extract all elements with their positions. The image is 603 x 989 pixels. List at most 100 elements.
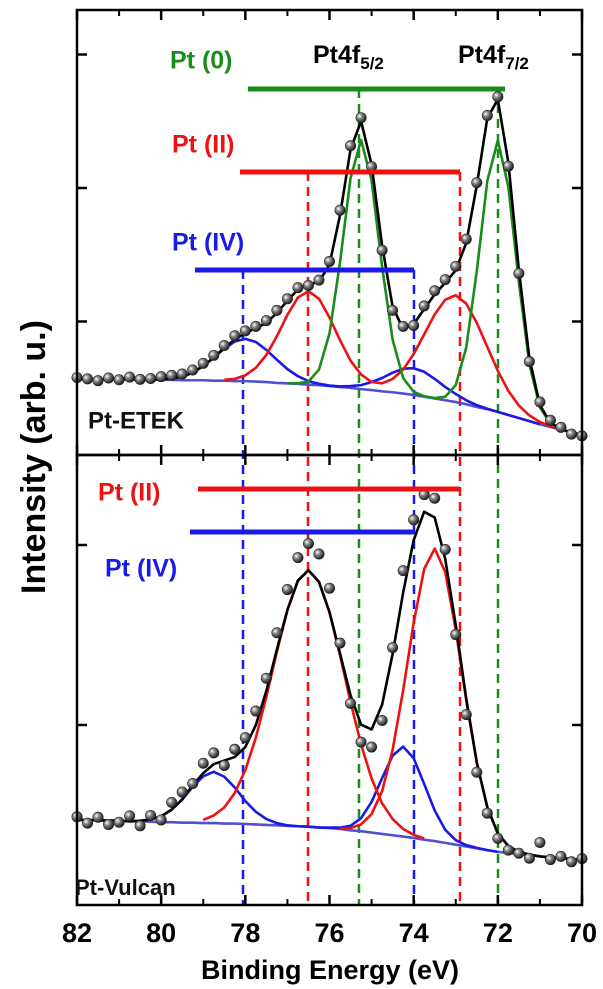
data-point [355,736,367,748]
data-point [366,741,378,753]
data-point [229,330,241,342]
data-point [429,285,441,297]
peak-label-main: Pt4f [458,41,506,69]
data-point [155,814,167,826]
data-point [502,160,514,172]
data-point [208,747,220,759]
data-point [271,304,283,316]
annotation-label: Pt (IV) [105,555,177,583]
panel-label: Pt-Vulcan [75,875,176,900]
data-point [176,786,188,798]
peak-label: Pt4f7/2 [458,41,529,74]
data-point [544,414,556,426]
data-point [397,565,409,577]
data-point [555,850,567,862]
data-point [302,538,314,550]
annotation-label: Pt (II) [98,479,161,507]
data-point [281,293,293,305]
data-point [565,856,577,868]
data-point [555,421,567,433]
x-tick-label: 70 [567,918,597,948]
fit-curve [339,547,541,858]
data-point [513,847,525,859]
data-point [376,714,388,726]
data-point [103,372,115,384]
data-point [271,627,283,639]
data-point [145,372,157,384]
peak-label-sub: 7/2 [505,54,529,73]
annotation-label: Pt (II) [172,131,235,159]
data-point [92,375,104,387]
x-tick-label: 74 [399,918,429,948]
x-tick-label: 78 [230,918,260,948]
data-point [334,204,346,216]
data-point [82,373,94,385]
data-point [323,255,335,267]
data-point [281,584,293,596]
data-point [187,777,199,789]
data-point [292,552,304,564]
data-point [218,340,230,352]
data-point [460,709,472,721]
data-point [113,816,125,828]
data-point [176,368,188,380]
data-point [250,705,262,717]
data-point [134,820,146,832]
data-point [187,364,199,376]
data-point [134,373,146,385]
data-point [92,811,104,823]
data-point [471,766,483,778]
data-point [218,759,230,771]
data-point [418,300,430,312]
data-point [145,809,157,821]
data-point [439,274,451,286]
data-point [197,757,209,769]
data-point [513,267,525,279]
data-point [523,852,535,864]
data-point [323,582,335,594]
data-point [155,371,167,383]
data-point [260,672,272,684]
data-point [397,320,409,332]
data-point [239,325,251,337]
data-point [471,177,483,189]
x-tick-label: 76 [314,918,344,948]
data-point [408,514,420,526]
data-point [208,349,220,361]
data-point [313,548,325,560]
data-point [492,91,504,103]
panel-label: Pt-ETEK [88,407,185,434]
data-point [82,817,94,829]
data-point [429,492,441,504]
data-point [450,260,462,272]
data-point [166,796,178,808]
data-point [534,396,546,408]
data-point [250,320,262,332]
data-point [534,836,546,848]
annotation-label: Pt (IV) [172,229,244,257]
annotation-label: Pt (0) [170,47,233,75]
data-point [345,697,357,709]
x-tick-label: 82 [62,918,92,948]
data-point [124,810,136,822]
data-point [345,140,357,152]
x-axis-title: Binding Energy (eV) [201,955,459,985]
fit-curve [202,568,425,840]
fit-curve [129,745,499,854]
data-point [355,112,367,124]
data-point [334,637,346,649]
data-point [544,854,556,866]
data-point [376,244,388,256]
data-point [408,320,420,332]
data-point [292,282,304,294]
plot-frame [75,453,584,907]
data-point [166,369,178,381]
data-point [113,374,125,386]
data-point [229,743,241,755]
peak-label: Pt4f5/2 [313,41,384,74]
data-point [481,109,493,121]
data-point [103,818,115,830]
peak-label-main: Pt4f [313,41,361,69]
